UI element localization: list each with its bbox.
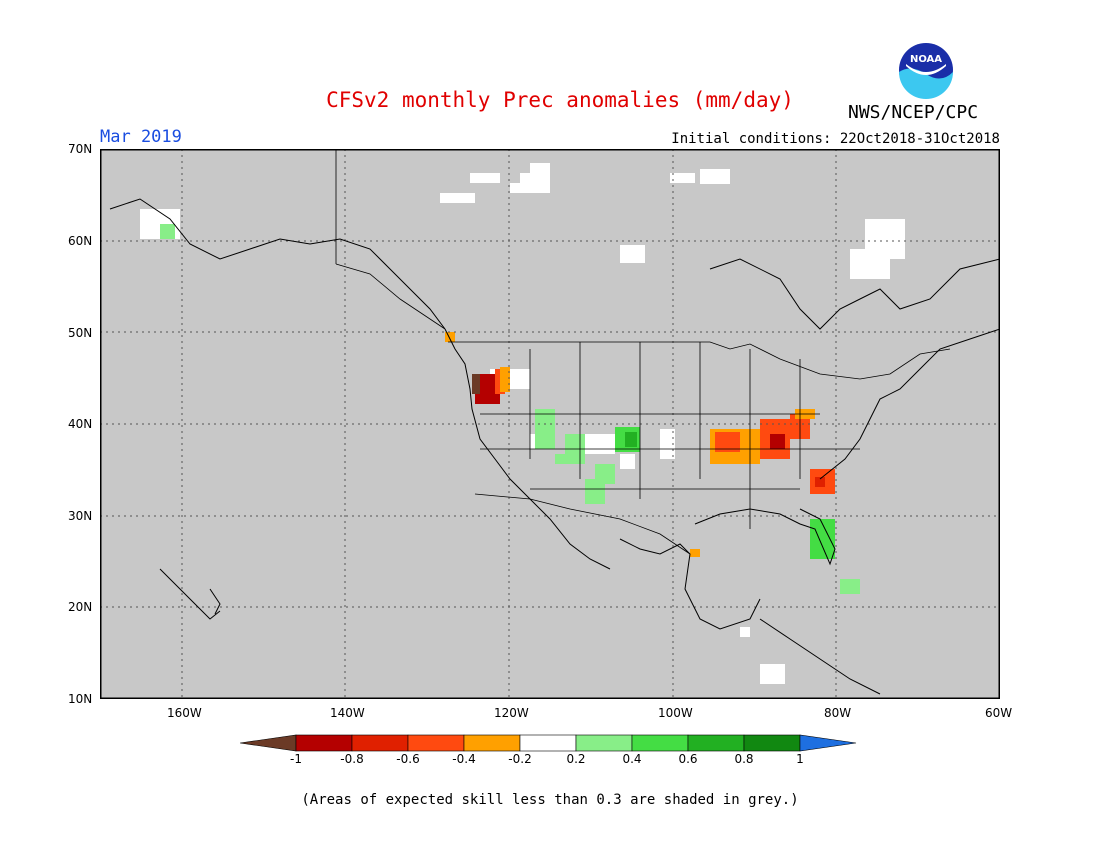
colorbar-tick-label: 0.6 (678, 752, 698, 766)
colorbar-segment (519, 734, 577, 752)
map-frame (100, 149, 1000, 699)
colorbar-tick-label: -0.2 (508, 752, 532, 766)
noaa-logo: NOAA (897, 41, 955, 99)
lon-label: 100W (658, 706, 693, 720)
colorbar-segment (743, 734, 801, 752)
colorbar-arrow-right (799, 734, 857, 752)
colorbar-segment (407, 734, 465, 752)
lat-label: 60N (68, 234, 93, 248)
lat-label: 20N (68, 600, 93, 614)
lat-label: 30N (68, 509, 93, 523)
colorbar-tick-label: -0.8 (340, 752, 364, 766)
colorbar-segment (687, 734, 745, 752)
lon-label: 80W (824, 706, 852, 720)
map-area (100, 149, 1000, 699)
colorbar-segment (295, 734, 353, 752)
colorbar-tick-label: -0.4 (452, 752, 476, 766)
colorbar-segment (631, 734, 689, 752)
colorbar-segment (463, 734, 521, 752)
lon-label: 120W (494, 706, 529, 720)
initial-conditions: Initial conditions: 22Oct2018-31Oct2018 (671, 131, 1000, 147)
lat-label: 70N (68, 142, 93, 156)
colorbar-segment (351, 734, 409, 752)
colorbar-arrow-left (240, 734, 297, 752)
boundaries (335, 149, 951, 555)
lat-label: 40N (68, 417, 93, 431)
lon-label: 140W (330, 706, 365, 720)
wet-patches (160, 224, 860, 594)
colorbar-tick-label: 1 (796, 752, 804, 766)
footnote: (Areas of expected skill less than 0.3 a… (301, 792, 799, 808)
lat-label: 10N (68, 692, 93, 706)
map-canvas (100, 149, 1000, 699)
map-title: CFSv2 monthly Prec anomalies (mm/day) (326, 88, 794, 112)
agency-label: NWS/NCEP/CPC (848, 102, 979, 123)
lon-label: 160W (167, 706, 202, 720)
lat-label: 50N (68, 326, 93, 340)
colorbar-tick-label: -1 (290, 752, 302, 766)
colorbar-tick-label: 0.2 (566, 752, 586, 766)
svg-text:NOAA: NOAA (910, 54, 942, 65)
colorbar (240, 734, 857, 752)
dry-patches (445, 332, 835, 557)
colorbar-tick-label: 0.4 (622, 752, 642, 766)
colorbar-tick-label: -0.6 (396, 752, 420, 766)
lon-label: 60W (985, 706, 1013, 720)
forecast-month: Mar 2019 (100, 127, 182, 147)
colorbar-tick-label: 0.8 (734, 752, 754, 766)
colorbar-segment (575, 734, 633, 752)
